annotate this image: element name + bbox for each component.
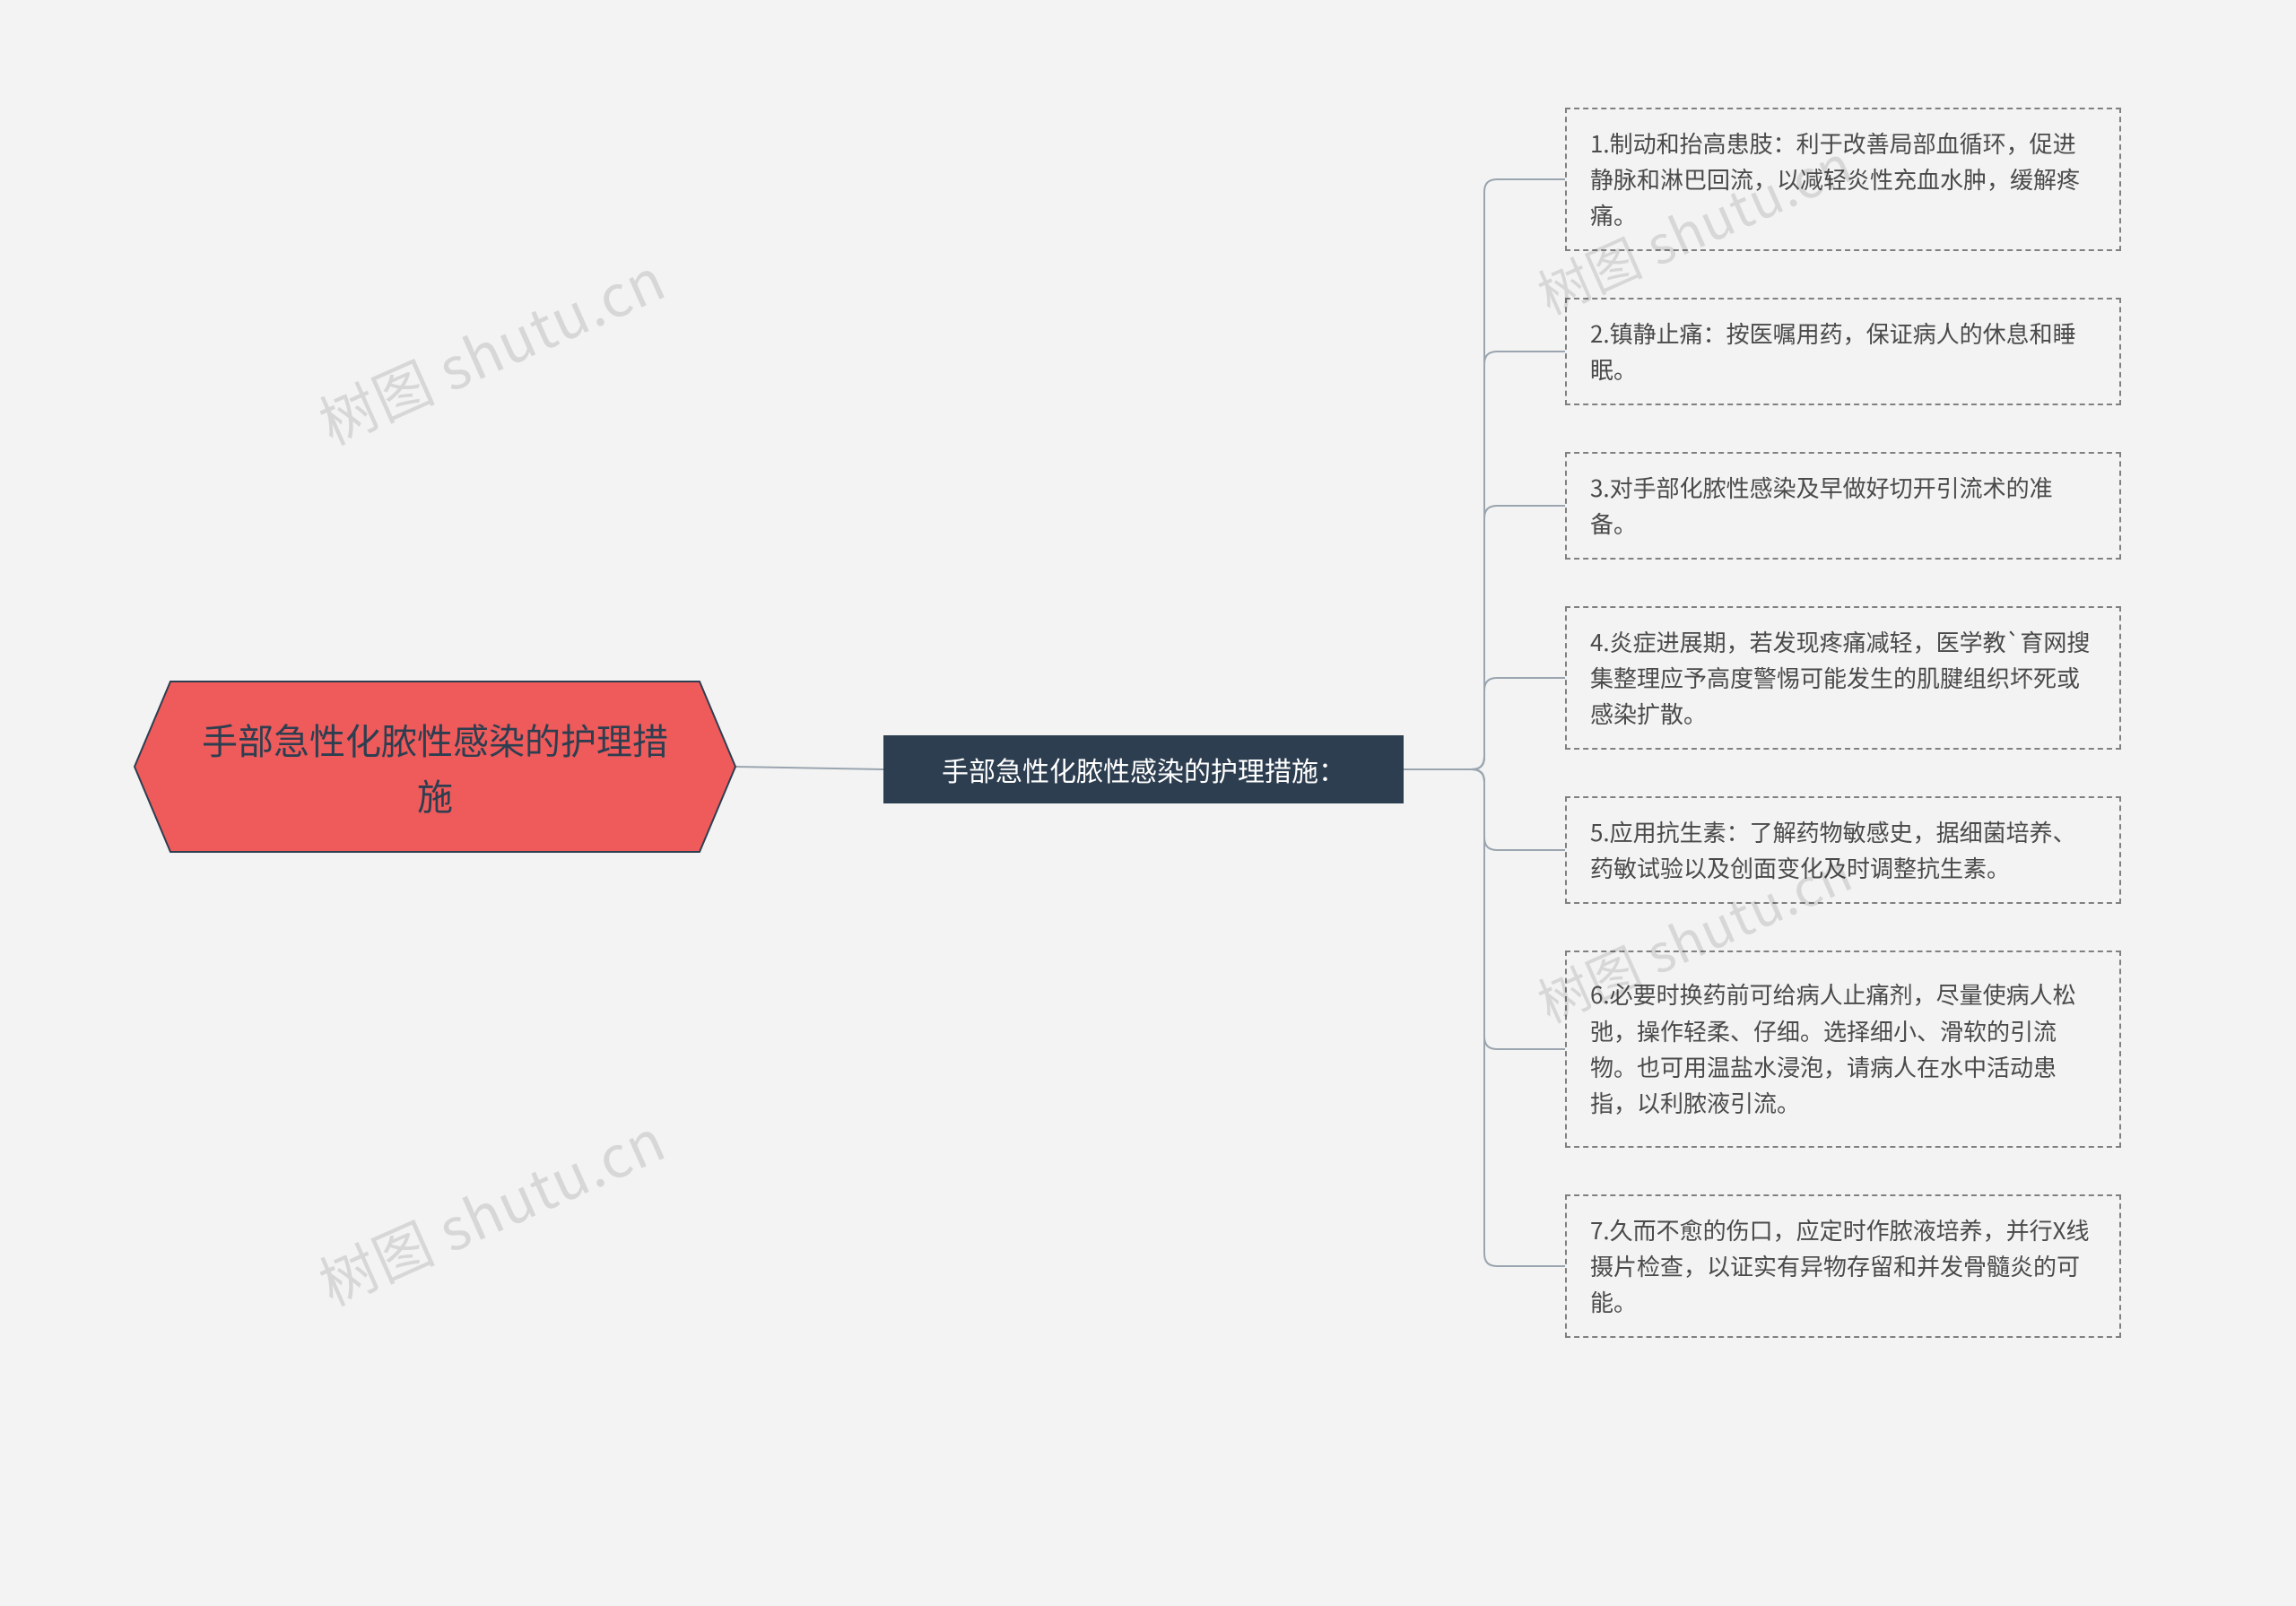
diagram-stage: 手部急性化脓性感染的护理措施 手部急性化脓性感染的护理措施： 1.制动和抬高患肢… xyxy=(0,0,2296,1606)
sub-node: 手部急性化脓性感染的护理措施： xyxy=(883,735,1404,803)
sub-node-label: 手部急性化脓性感染的护理措施： xyxy=(942,749,1345,791)
leaf-node-label: 6.必要时换药前可给病人止痛剂，尽量使病人松弛，操作轻柔、仔细。选择细小、滑软的… xyxy=(1590,977,2096,1121)
leaf-node-label: 2.镇静止痛：按医嘱用药，保证病人的休息和睡眠。 xyxy=(1590,316,2096,388)
leaf-node: 4.炎症进展期，若发现疼痛减轻，医学教`育网搜集整理应予高度警惕可能发生的肌腱组… xyxy=(1565,606,2121,750)
watermark-text: 树图 shutu.cn xyxy=(305,235,676,461)
leaf-node-label: 1.制动和抬高患肢：利于改善局部血循环，促进静脉和淋巴回流，以减轻炎性充血水肿，… xyxy=(1590,126,2096,234)
leaf-node: 3.对手部化脓性感染及早做好切开引流术的准备。 xyxy=(1565,452,2121,560)
leaf-node: 2.镇静止痛：按医嘱用药，保证病人的休息和睡眠。 xyxy=(1565,298,2121,405)
leaf-node: 6.必要时换药前可给病人止痛剂，尽量使病人松弛，操作轻柔、仔细。选择细小、滑软的… xyxy=(1565,951,2121,1148)
leaf-node: 5.应用抗生素：了解药物敏感史，据细菌培养、药敏试验以及创面变化及时调整抗生素。 xyxy=(1565,796,2121,904)
leaf-node: 7.久而不愈的伤口，应定时作脓液培养，并行X线摄片检查，以证实有异物存留和并发骨… xyxy=(1565,1194,2121,1338)
root-node: 手部急性化脓性感染的护理措施 xyxy=(135,681,735,852)
leaf-node-label: 4.炎症进展期，若发现疼痛减轻，医学教`育网搜集整理应予高度警惕可能发生的肌腱组… xyxy=(1590,624,2096,733)
leaf-node: 1.制动和抬高患肢：利于改善局部血循环，促进静脉和淋巴回流，以减轻炎性充血水肿，… xyxy=(1565,108,2121,251)
leaf-node-label: 3.对手部化脓性感染及早做好切开引流术的准备。 xyxy=(1590,470,2096,543)
watermark-text: 树图 shutu.cn xyxy=(305,1096,676,1322)
leaf-node-label: 7.久而不愈的伤口，应定时作脓液培养，并行X线摄片检查，以证实有异物存留和并发骨… xyxy=(1590,1212,2096,1321)
root-node-label: 手部急性化脓性感染的护理措施 xyxy=(188,711,682,822)
leaf-node-label: 5.应用抗生素：了解药物敏感史，据细菌培养、药敏试验以及创面变化及时调整抗生素。 xyxy=(1590,814,2096,887)
